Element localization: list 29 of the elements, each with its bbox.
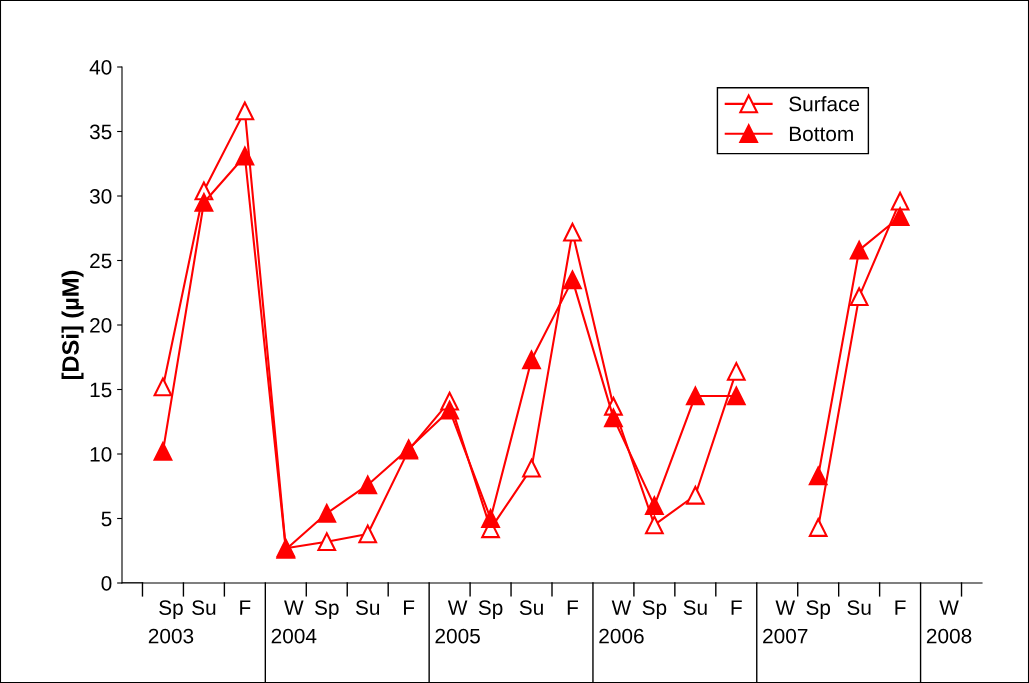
y-tick-label: 25 (90, 253, 112, 269)
x-tick-label: Su (847, 600, 871, 615)
x-tick-label: F (404, 600, 415, 615)
x-tick-label: Su (683, 600, 707, 615)
x-tick-label: Sp (806, 600, 831, 620)
x-tick-label: W 2006 (599, 600, 644, 644)
y-tick-label: 30 (89, 189, 112, 204)
y-tick-label: 10 (90, 447, 112, 462)
y-tick-label: 35 (89, 124, 112, 140)
y-tick-label: 20 (90, 318, 112, 333)
x-tick-label: F (567, 600, 579, 615)
x-tick-label: Su (192, 600, 216, 615)
x-tick-label: W 2008 (926, 600, 972, 644)
x-tick-label: F (895, 600, 906, 615)
y-axis-title: [DSi] (µM) (61, 270, 84, 379)
x-tick-label: W 2005 (435, 600, 480, 644)
x-tick-label: Sp (642, 600, 667, 620)
y-tick-label: 0 (101, 576, 112, 591)
x-tick-label: Sp (478, 600, 503, 620)
x-tick-label: Su (519, 600, 543, 615)
y-tick-label: 40 (89, 60, 112, 75)
x-tick-label: F (731, 600, 742, 615)
y-tick-label: 15 (90, 382, 112, 398)
x-tick-label: F (240, 600, 251, 615)
x-tick-label: Su (355, 600, 380, 615)
x-tick-label: Sp (314, 600, 339, 620)
legend-label: Surface (789, 96, 860, 112)
legend-label: Bottom (789, 126, 853, 142)
y-tick-label: 5 (101, 511, 112, 527)
